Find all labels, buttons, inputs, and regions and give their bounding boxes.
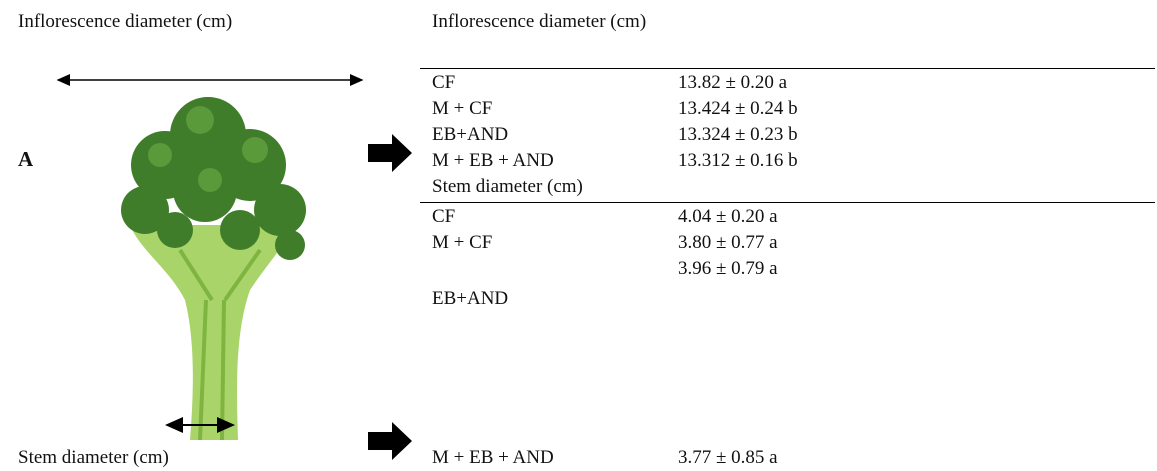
row-label: EB+AND — [432, 288, 508, 310]
row-value: 3.96 ± 0.79 a — [678, 258, 778, 280]
figure: Inflorescence diameter (cm) A Stem diame… — [0, 0, 1157, 471]
rule — [420, 202, 1155, 203]
row-value: 4.04 ± 0.20 a — [678, 206, 778, 228]
row-value: 13.424 ± 0.24 b — [678, 98, 798, 120]
row-label: M + CF — [432, 98, 492, 120]
row-value: 13.312 ± 0.16 b — [678, 150, 798, 172]
table-title: Inflorescence diameter (cm) — [432, 11, 646, 33]
row-value: 13.82 ± 0.20 a — [678, 72, 787, 94]
row-value: 3.80 ± 0.77 a — [678, 232, 778, 254]
row-label: CF — [432, 72, 455, 94]
pointer-arrow — [368, 422, 412, 460]
rule — [420, 68, 1155, 69]
label: Stem diameter (cm) — [18, 447, 169, 469]
row-label: M + EB + AND — [432, 447, 554, 469]
row-value: 3.77 ± 0.85 a — [678, 447, 778, 469]
row-label: M + CF — [432, 232, 492, 254]
row-label: M + EB + AND — [432, 150, 554, 172]
section-header: Stem diameter (cm) — [432, 176, 583, 198]
row-label: CF — [432, 206, 455, 228]
row-value: 13.324 ± 0.23 b — [678, 124, 798, 146]
pointer-arrow — [368, 134, 412, 172]
panel-letter: A — [18, 148, 33, 170]
illustration — [0, 0, 1157, 471]
label: Inflorescence diameter (cm) — [18, 11, 232, 33]
broccoli — [121, 97, 306, 440]
row-label: EB+AND — [432, 124, 508, 146]
